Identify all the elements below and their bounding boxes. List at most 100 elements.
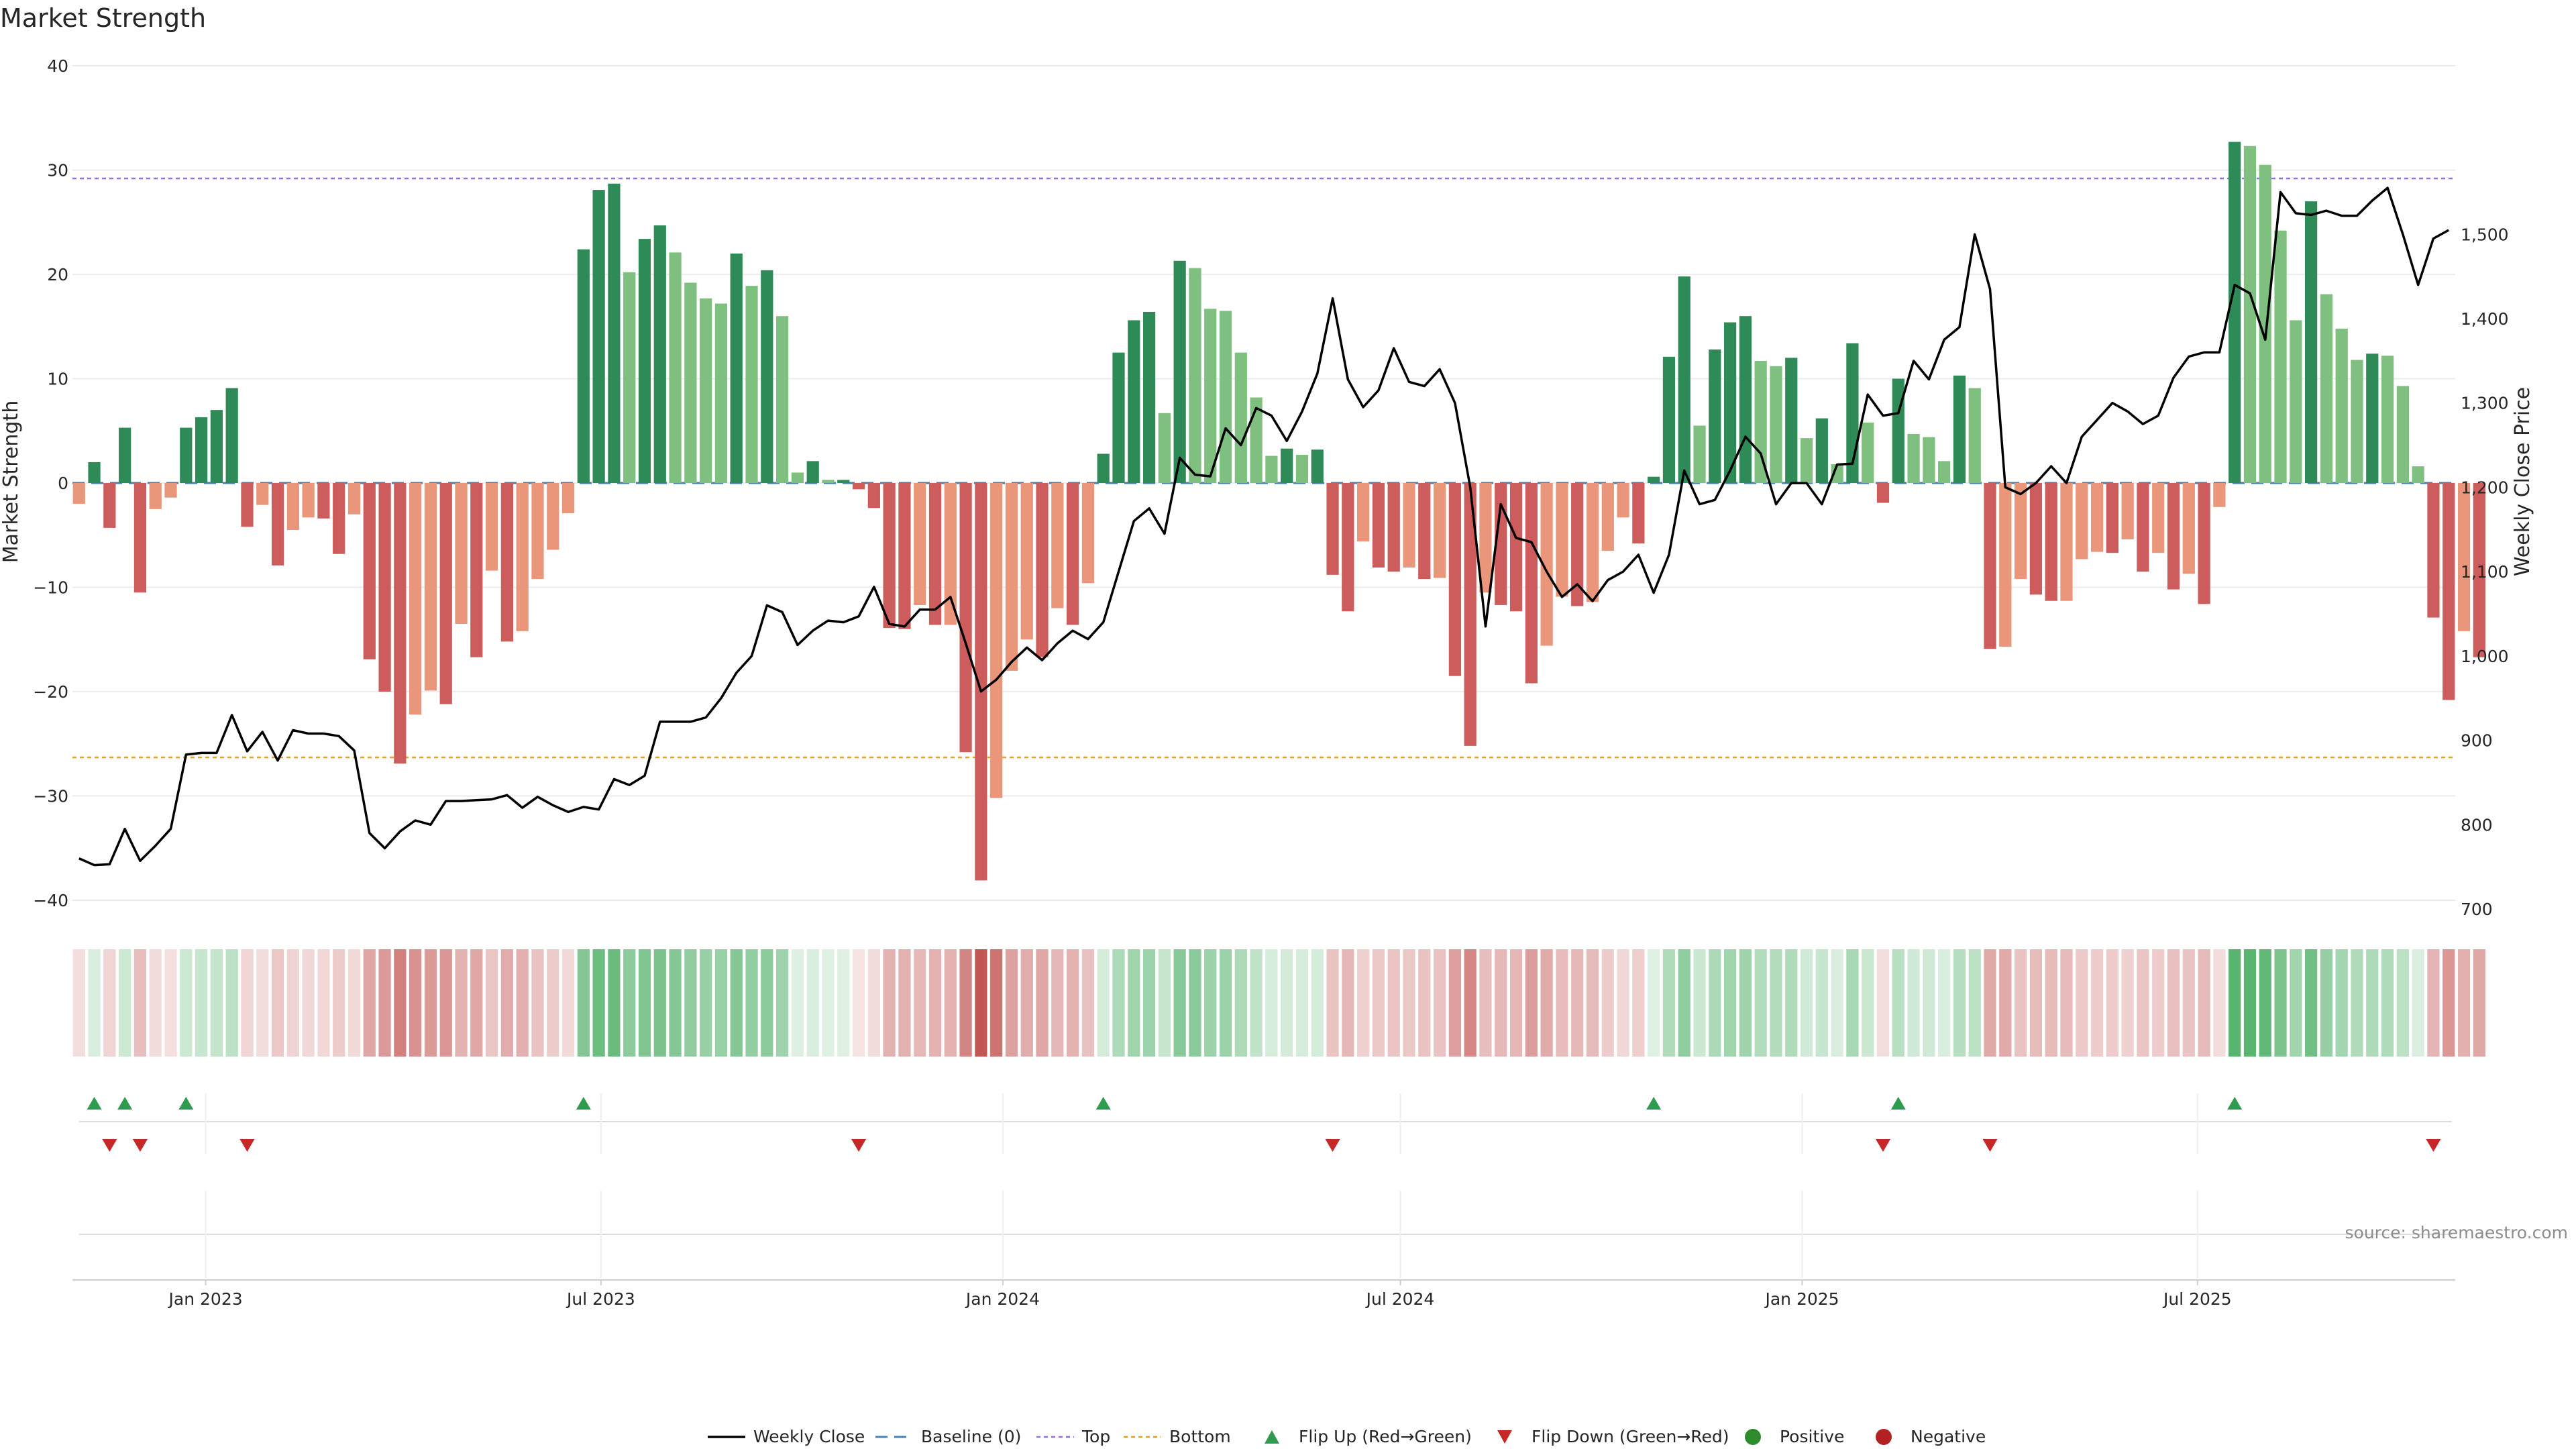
strength-bar (2198, 483, 2210, 604)
strength-bar (500, 483, 514, 642)
strength-bar (2320, 294, 2333, 483)
heatmap-cell (1204, 949, 1217, 1057)
x-tick-label: Jan 2024 (965, 1289, 1040, 1309)
strength-bar (241, 483, 254, 527)
strength-bar (1158, 413, 1171, 483)
heatmap-cell (1617, 949, 1629, 1057)
strength-bar (1678, 276, 1690, 483)
heatmap-cell (1525, 949, 1538, 1057)
strength-bar (394, 483, 407, 764)
strength-bar (959, 483, 972, 753)
strength-bar (1295, 455, 1309, 483)
heatmap-cell (1357, 949, 1370, 1057)
strength-bar (1128, 320, 1140, 483)
heatmap-cell (347, 949, 361, 1057)
source-note: source: sharemaestro.com (2345, 1223, 2569, 1242)
strength-bar (1005, 483, 1018, 671)
legend-label: Top (1081, 1427, 1110, 1446)
heatmap-cell (363, 949, 376, 1057)
y-tick-label: 40 (47, 56, 68, 76)
heatmap-cell (1709, 949, 1721, 1057)
strength-bar (1403, 483, 1415, 568)
strength-bar (1219, 311, 1232, 483)
strength-bar (2381, 356, 2394, 483)
heatmap-cell (1372, 949, 1385, 1057)
legend-label: Flip Up (Red→Green) (1299, 1427, 1472, 1446)
y2-tick-label: 800 (2461, 815, 2493, 835)
legend-swatch-flip-down (1497, 1430, 1512, 1444)
y-tick-label: 0 (58, 474, 68, 493)
strength-bar (638, 239, 651, 483)
y2-tick-label: 700 (2461, 900, 2493, 919)
heatmap-cell (2290, 949, 2302, 1057)
flip-down-marker (132, 1139, 148, 1152)
heatmap-cell (210, 949, 223, 1057)
strength-bar (1265, 455, 1278, 483)
y-axis-label: Market Strength (0, 400, 23, 563)
heatmap-cell (1495, 949, 1507, 1057)
strength-bar (1173, 260, 1186, 483)
strength-bar (775, 316, 789, 483)
heatmap-cell (761, 949, 773, 1057)
heatmap-cell (1342, 949, 1354, 1057)
strength-bar (1525, 483, 1538, 684)
heatmap-cell (806, 949, 819, 1057)
strength-bar (1617, 483, 1629, 518)
heatmap-cell (333, 949, 345, 1057)
heatmap-cell (1403, 949, 1415, 1057)
strength-heatmap-strip (72, 949, 2485, 1057)
heatmap-cell (653, 949, 666, 1057)
heatmap-cell (133, 949, 147, 1057)
flip-down-marker (102, 1139, 117, 1152)
flip-up-marker (1890, 1097, 1906, 1110)
x-tick-label: Jan 2023 (168, 1289, 243, 1309)
heatmap-cell (1036, 949, 1049, 1057)
x-tick-label: Jul 2025 (2162, 1289, 2232, 1309)
heatmap-cell (516, 949, 529, 1057)
heatmap-cell (775, 949, 789, 1057)
heatmap-cell (1081, 949, 1095, 1057)
heatmap-cell (119, 949, 131, 1057)
strength-bar (2167, 483, 2180, 590)
strength-bar (2335, 328, 2348, 483)
strength-bar (164, 483, 177, 498)
strength-bar (271, 483, 284, 566)
heatmap-cell (1281, 949, 1293, 1057)
strength-bar (822, 480, 835, 483)
heatmap-cell (2121, 949, 2134, 1057)
strength-bar (1067, 483, 1079, 625)
heatmap-cell (2029, 949, 2043, 1057)
strength-bar (669, 252, 682, 483)
strength-bar (700, 298, 712, 483)
strength-bar (347, 483, 361, 515)
heatmap-cell (1800, 949, 1813, 1057)
strength-bar (1357, 483, 1370, 542)
heatmap-cell (608, 949, 621, 1057)
heatmap-cell (1693, 949, 1706, 1057)
strength-bar (1648, 476, 1660, 483)
heatmap-cell (1051, 949, 1064, 1057)
heatmap-cell (195, 949, 208, 1057)
strength-bar (1189, 268, 1201, 483)
strength-bar (2060, 483, 2073, 601)
strength-bar (1342, 483, 1354, 612)
heatmap-cell (500, 949, 514, 1057)
strength-bar (2090, 483, 2104, 552)
strength-bar (714, 303, 728, 483)
strength-bar (577, 249, 590, 483)
heatmap-cell (2335, 949, 2348, 1057)
heatmap-cell (2106, 949, 2118, 1057)
strength-bar (2443, 483, 2455, 700)
heatmap-cell (1005, 949, 1018, 1057)
strength-bar (852, 483, 865, 490)
heatmap-cell (2045, 949, 2057, 1057)
strength-bar (1387, 483, 1400, 572)
strength-bar (225, 388, 238, 483)
strength-bar (1051, 483, 1064, 608)
heatmap-cell (944, 949, 957, 1057)
strength-bar (103, 483, 116, 528)
heatmap-cell (547, 949, 559, 1057)
heatmap-cell (898, 949, 911, 1057)
heatmap-cell (1158, 949, 1171, 1057)
strength-bar (761, 270, 773, 483)
